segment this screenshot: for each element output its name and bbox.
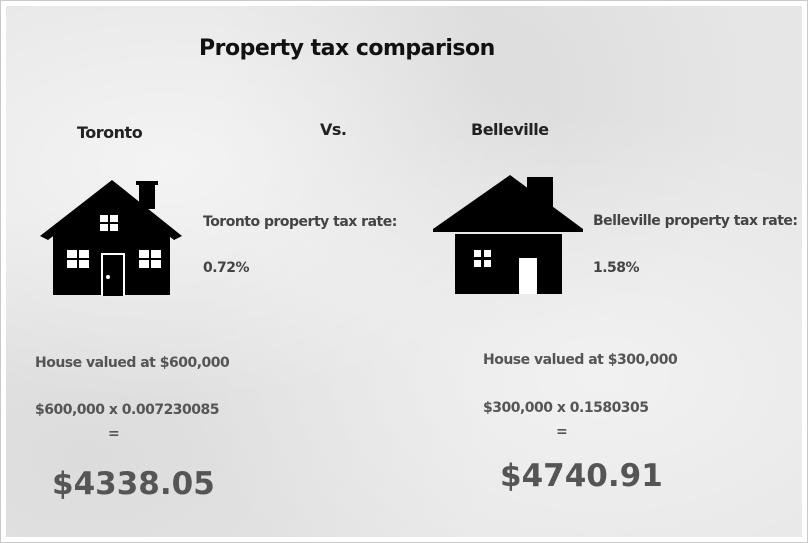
right-formula: $300,000 x 0.1580305 xyxy=(483,400,649,416)
left-equals: = xyxy=(108,426,120,442)
right-rate-label: Belleville property tax rate: xyxy=(593,213,798,229)
right-rate-value: 1.58% xyxy=(593,260,640,276)
right-equals: = xyxy=(556,424,568,440)
right-result: $4740.91 xyxy=(500,458,663,494)
right-house-icon xyxy=(433,175,583,294)
left-city-name: Toronto xyxy=(77,123,143,142)
vs-label: Vs. xyxy=(320,120,347,139)
left-house-value: House valued at $600,000 xyxy=(35,355,230,371)
infographic: Property tax comparison Toronto xyxy=(6,6,802,537)
page-title: Property tax comparison xyxy=(199,36,495,61)
left-formula: $600,000 x 0.007230085 xyxy=(35,402,220,418)
left-house-icon xyxy=(40,180,182,296)
left-rate-label: Toronto property tax rate: xyxy=(203,214,397,230)
left-rate-value: 0.72% xyxy=(203,260,250,276)
left-result: $4338.05 xyxy=(52,466,215,502)
right-city-name: Belleville xyxy=(471,120,549,139)
right-house-value: House valued at $300,000 xyxy=(483,352,678,368)
